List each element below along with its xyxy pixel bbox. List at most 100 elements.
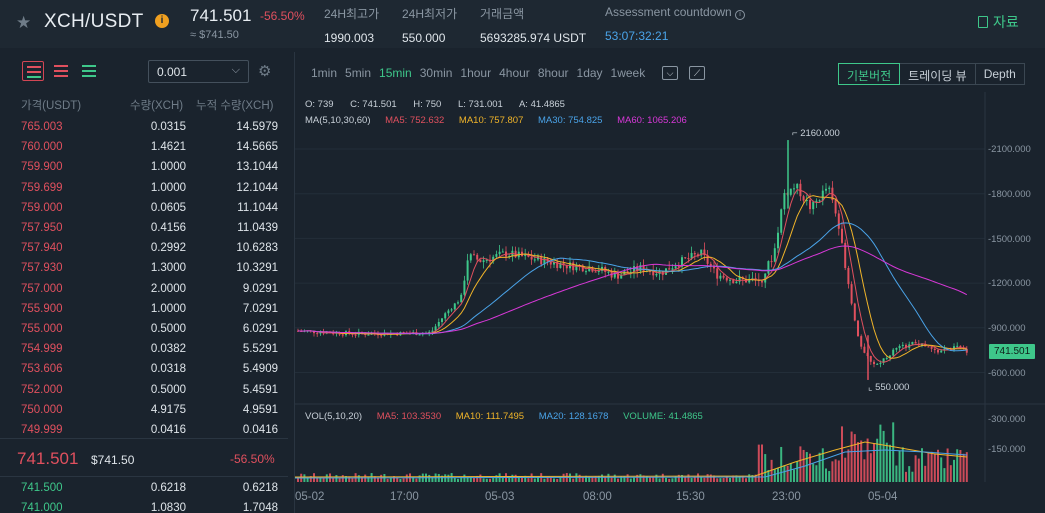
ask-row[interactable]: 752.000 0.5000 5.4591	[0, 384, 288, 402]
ask-row[interactable]: 753.606 0.0318 5.4909	[0, 363, 288, 381]
volume-bar	[546, 477, 549, 482]
ask-row[interactable]: 759.000 0.0605 11.1044	[0, 202, 288, 220]
cell-price: 757.950	[21, 222, 63, 234]
candle	[831, 181, 834, 204]
volume-bar	[319, 477, 322, 482]
ask-row[interactable]: 760.000 1.4621 14.5665	[0, 141, 288, 159]
volume-bar	[821, 448, 824, 482]
volume-bar	[613, 474, 616, 482]
view-button-0[interactable]: 기본버전	[838, 63, 901, 85]
volume-bar	[751, 475, 754, 482]
candle	[549, 258, 552, 269]
bid-row[interactable]: 741.500 0.6218 0.6218	[0, 482, 288, 500]
stat-countdown: Assessment countdown i 53:07:32:21	[605, 5, 746, 43]
stat-label: 거래금액	[480, 7, 525, 21]
volume-bar	[517, 476, 520, 482]
mid-approx-value: $741.50	[91, 453, 135, 467]
interval-tab-1hour[interactable]: 1hour	[460, 66, 492, 80]
candle	[690, 246, 693, 261]
favorite-star-icon[interactable]: ★	[16, 13, 32, 32]
ask-row[interactable]: 757.950 0.4156 11.0439	[0, 222, 288, 240]
bid-row[interactable]: 741.000 1.0830 1.7048	[0, 502, 288, 513]
book-layout-asks-button[interactable]	[50, 61, 72, 81]
volume-bar	[895, 465, 898, 482]
volume-bar	[533, 478, 536, 482]
volume-bar	[309, 476, 312, 482]
volume-bar	[783, 465, 786, 482]
ohlc-low: L: 731.001	[457, 99, 503, 110]
cell-price: 754.999	[21, 343, 63, 356]
stat-value: 1990.003	[324, 31, 375, 45]
candle	[729, 279, 731, 286]
docs-link[interactable]: 자료	[978, 12, 1019, 32]
candle	[815, 198, 818, 209]
ask-row[interactable]: 755.900 1.0000 7.0291	[0, 303, 288, 321]
interval-tab-4hour[interactable]: 4hour	[499, 66, 530, 80]
candle	[530, 250, 533, 265]
volume-bar	[610, 477, 613, 482]
ask-row[interactable]: 759.699 1.0000 12.1044	[0, 182, 288, 200]
interval-tab-1day[interactable]: 1day	[576, 66, 603, 80]
candle	[450, 308, 453, 313]
cell-qty: 0.5000	[150, 323, 186, 335]
gear-icon[interactable]: ⚙	[258, 63, 272, 80]
ma-legend-label: MA(5,10,30,60)	[305, 115, 371, 126]
volume-bar	[559, 477, 562, 482]
time-tick: 23:00	[772, 491, 801, 503]
ask-row[interactable]: 765.003 0.0315 14.5979	[0, 121, 288, 139]
ask-row[interactable]: 755.000 0.5000 6.0291	[0, 323, 288, 341]
info-icon[interactable]: i	[155, 14, 169, 28]
candle	[601, 262, 603, 274]
indicator-icon[interactable]: ⟋	[689, 66, 705, 80]
candle	[892, 348, 895, 357]
volume-bar	[585, 475, 587, 482]
candlestick-chart[interactable]	[295, 52, 1045, 513]
volume-bar	[757, 444, 760, 482]
cell-total: 11.0439	[237, 222, 278, 234]
interval-tab-15min[interactable]: 15min	[379, 66, 412, 80]
ask-row[interactable]: 754.999 0.0382 5.5291	[0, 343, 288, 361]
volume-bar	[588, 476, 591, 482]
ask-row[interactable]: 750.000 4.9175 4.9591	[0, 404, 288, 422]
volume-bar	[418, 475, 421, 482]
volume-bar	[489, 478, 491, 482]
volume-bar	[687, 474, 690, 482]
interval-tab-5min[interactable]: 5min	[345, 66, 372, 80]
precision-select[interactable]: 0.001 ⌵	[148, 60, 249, 83]
interval-tab-8hour[interactable]: 8hour	[537, 66, 569, 80]
volume-bar	[620, 476, 623, 482]
interval-tab-1week[interactable]: 1week	[610, 66, 646, 80]
volume-bar	[524, 475, 527, 482]
volume-bar	[933, 453, 936, 482]
volume-bar	[773, 469, 776, 482]
pair-title[interactable]: XCH/USDT	[44, 11, 144, 32]
ask-row[interactable]: 757.930 1.3000 10.3291	[0, 262, 288, 280]
book-layout-bids-button[interactable]	[78, 61, 100, 81]
volume-bar	[658, 478, 661, 482]
volume-bar	[511, 474, 514, 482]
ask-row[interactable]: 757.000 2.0000 9.0291	[0, 283, 288, 301]
volume-bar	[469, 476, 472, 482]
ohlc-open: O: 739	[305, 99, 334, 110]
candle	[684, 257, 687, 259]
ask-row[interactable]: 757.940 0.2992 10.6283	[0, 242, 288, 260]
book-layout-both-button[interactable]	[22, 61, 44, 81]
chart-type-dropdown-icon[interactable]: ⌵	[662, 66, 678, 80]
candle	[517, 247, 520, 260]
volume-bar	[889, 444, 891, 482]
candle	[633, 260, 635, 279]
candle	[447, 308, 450, 317]
view-switcher: 기본버전 트레이딩 뷰 Depth	[838, 63, 1025, 85]
view-button-2[interactable]: Depth	[974, 63, 1025, 85]
candle	[533, 253, 536, 263]
candle	[476, 253, 479, 263]
countdown-info-icon[interactable]: i	[735, 10, 746, 20]
cell-price: 753.606	[21, 363, 63, 376]
ask-row[interactable]: 749.999 0.0416 0.0416	[0, 424, 288, 442]
interval-tab-30min[interactable]: 30min	[419, 66, 453, 80]
divider	[0, 438, 288, 439]
volume-bar	[690, 477, 693, 482]
cell-qty: 1.4621	[150, 141, 186, 154]
interval-tab-1min[interactable]: 1min	[311, 66, 338, 80]
ask-row[interactable]: 759.900 1.0000 13.1044	[0, 161, 288, 179]
